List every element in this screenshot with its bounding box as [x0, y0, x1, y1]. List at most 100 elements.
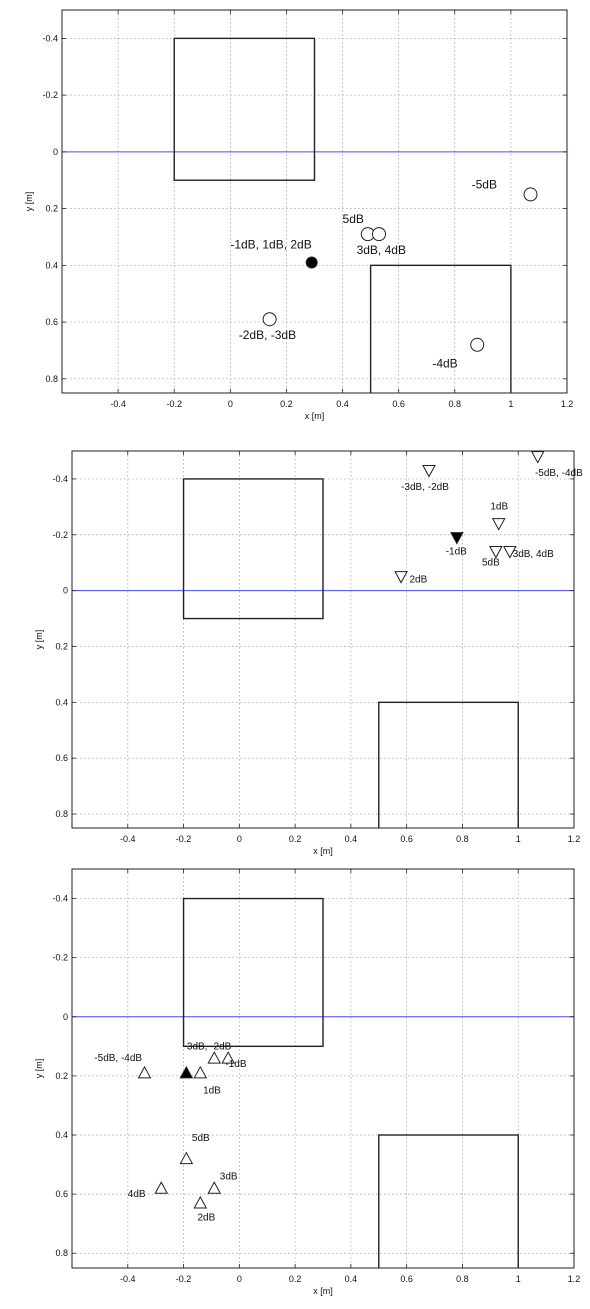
y-tick-label: 0 — [63, 586, 68, 596]
data-point-triangle-down — [503, 546, 517, 559]
obstacle-rect — [369, 264, 512, 393]
point-annotation: 4dB — [128, 1189, 146, 1200]
y-tick-label: 0.2 — [55, 641, 68, 651]
axes-frame — [71, 450, 575, 829]
x-tick-label: 0.4 — [345, 1274, 358, 1284]
data-point-triangle-down — [394, 571, 408, 584]
point-annotation: 2dB — [198, 1213, 216, 1224]
rectangles — [173, 37, 512, 393]
point-annotation: 5dB — [192, 1133, 210, 1144]
y-tick-label: -0.4 — [52, 894, 68, 904]
chart-2: -0.4 -0.2 0 0.2 0.4 0.6 0.8 1 1.2 -0.4 -0.2 0 0.2 0.4… — [34, 450, 583, 856]
rectangles — [182, 897, 519, 1268]
point-annotation: 3dB, 4dB — [357, 243, 406, 257]
x-tick-label: 0.2 — [289, 834, 302, 844]
data-point-triangle-up — [179, 1065, 194, 1079]
obstacle-rect — [173, 37, 316, 181]
y-axis-label: y [m] — [34, 630, 44, 650]
x-tick-label: 1.2 — [568, 834, 581, 844]
x-tick-label: 0.2 — [289, 1274, 302, 1284]
point-annotation: 1dB — [203, 1086, 221, 1097]
y-tick-label: 0.6 — [45, 317, 58, 327]
x-tick-label: -0.4 — [110, 399, 126, 409]
data-point-circle — [470, 337, 485, 352]
x-tick-label: 0.4 — [345, 834, 358, 844]
x-tick-label: -0.4 — [120, 1274, 136, 1284]
point-annotation: 1dB — [490, 502, 508, 513]
obstacle-rect — [378, 701, 519, 828]
x-tick-label: 0.2 — [280, 399, 293, 409]
x-axis-label: x [m] — [313, 846, 333, 856]
y-tick-label: 0.6 — [55, 1189, 68, 1199]
data-point-triangle-up — [193, 1195, 208, 1209]
y-tick-label: 0.2 — [55, 1071, 68, 1081]
data-point-triangle-up — [137, 1065, 152, 1079]
y-tick-label: -0.4 — [42, 33, 58, 43]
point-annotation: -2dB, -3dB — [239, 328, 296, 342]
point-annotation: -1dB — [225, 1059, 246, 1070]
y-tick-label: 0 — [63, 1012, 68, 1022]
x-tick-label: -0.4 — [120, 834, 136, 844]
point-annotation: 2dB — [409, 574, 427, 585]
data-point-triangle-down — [489, 546, 503, 559]
y-tick-label: 0.8 — [55, 1248, 68, 1258]
x-axis-label: x [m] — [305, 411, 325, 421]
x-tick-label: 0 — [237, 834, 242, 844]
rectangles — [182, 478, 519, 828]
point-annotation: 3dB — [220, 1171, 238, 1182]
x-tick-label: 1.2 — [561, 399, 574, 409]
x-tick-label: 1 — [516, 834, 521, 844]
point-annotation: -4dB — [432, 356, 457, 370]
y-tick-label: -0.2 — [42, 90, 58, 100]
data-point-triangle-up — [207, 1051, 222, 1064]
x-tick-label: 0.8 — [449, 399, 462, 409]
x-tick-label: 0.8 — [456, 1274, 469, 1284]
point-annotation: -1dB, 1dB, 2dB — [230, 237, 311, 251]
data-point-triangle-up — [221, 1051, 236, 1064]
point-annotation: -3dB, -2dB — [184, 1041, 232, 1052]
y-tick-label: -0.2 — [52, 953, 68, 963]
axes-frame — [61, 9, 568, 394]
data-point-circle — [523, 187, 538, 202]
chart-1: -0.4 -0.2 0 0.2 0.4 0.6 0.8 1 1.2 -0.4 -0.2 0 0.2 0.4… — [24, 9, 574, 421]
x-axis-label: x [m] — [313, 1286, 333, 1296]
x-tick-label: 0 — [237, 1274, 242, 1284]
y-tick-label: 0.8 — [55, 809, 68, 819]
data-point-triangle-down — [491, 518, 506, 531]
x-tick-label: 0.6 — [400, 1274, 413, 1284]
x-tick-label: 0.6 — [392, 399, 405, 409]
y-tick-label: 0.8 — [45, 374, 58, 384]
point-annotation: -5dB, -4dB — [94, 1053, 142, 1064]
data-point-triangle-up — [207, 1181, 222, 1194]
obstacle-rect — [182, 897, 324, 1048]
data-point-circle — [372, 227, 387, 242]
data-point-triangle-down — [422, 465, 436, 478]
x-tick-label: -0.2 — [176, 1274, 192, 1284]
y-tick-label: 0.6 — [55, 753, 68, 763]
x-tick-label: 0 — [228, 399, 233, 409]
data-point-triangle-down — [450, 532, 464, 545]
x-tick-label: -0.2 — [166, 399, 182, 409]
x-tick-label: 1.2 — [568, 1274, 581, 1284]
y-axis-label: y [m] — [24, 192, 34, 212]
data-point-circle — [305, 256, 318, 269]
y-tick-label: 0.4 — [55, 697, 68, 707]
data-point-triangle-up — [193, 1065, 208, 1079]
obstacle-rect — [182, 478, 324, 620]
x-tick-label: 0.8 — [456, 834, 469, 844]
point-annotation: -5dB — [472, 178, 497, 192]
obstacle-rect — [378, 1134, 519, 1268]
point-annotation: 5dB — [482, 557, 500, 568]
y-tick-label: 0.4 — [55, 1130, 68, 1140]
x-tick-label: 1 — [508, 399, 513, 409]
x-tick-label: 0.4 — [336, 399, 349, 409]
point-annotation: 3dB, 4dB — [513, 549, 554, 560]
data-point-triangle-down — [530, 451, 545, 464]
data-point-triangle-up — [154, 1181, 169, 1194]
point-annotation: -3dB, -2dB — [401, 482, 449, 493]
point-annotation: 5dB — [343, 212, 364, 226]
x-tick-label: 1 — [516, 1274, 521, 1284]
x-tick-label: 0.6 — [400, 834, 413, 844]
point-annotation: -5dB, -4dB — [535, 468, 583, 479]
